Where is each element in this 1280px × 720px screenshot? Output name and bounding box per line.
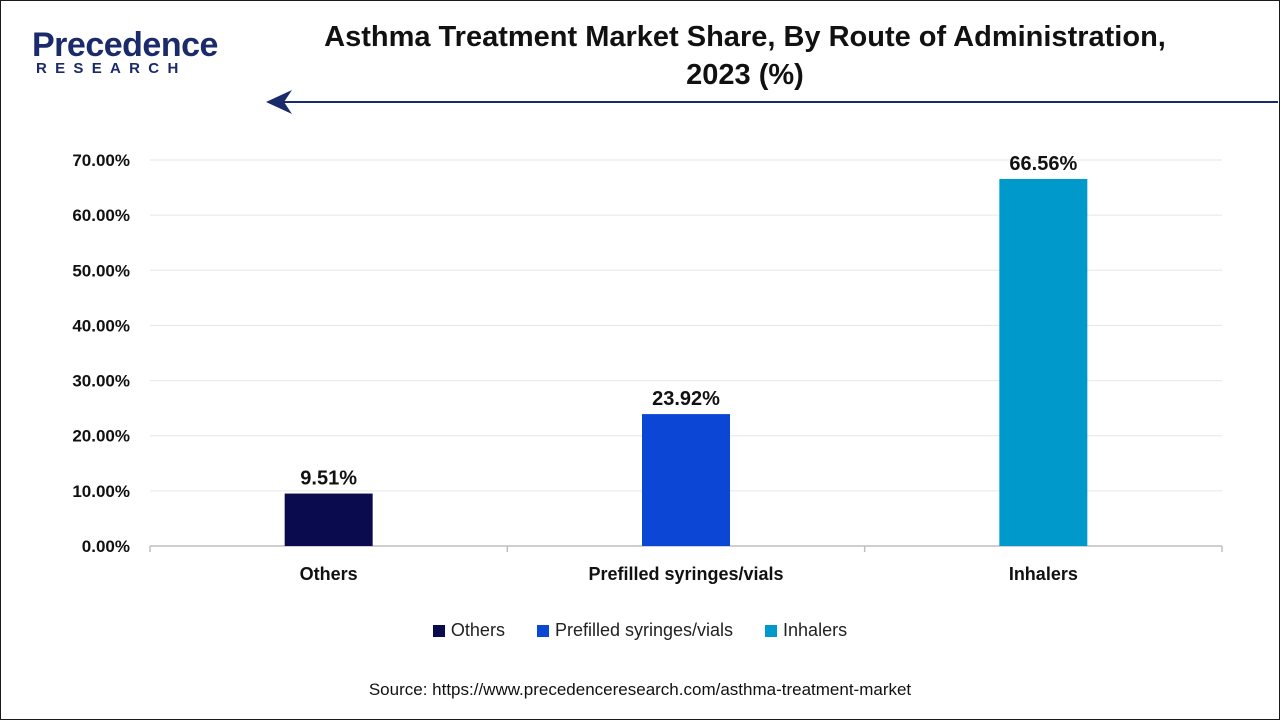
logo-brand-text: Precedence (32, 26, 218, 64)
title-underline-arrow-icon (266, 90, 1278, 114)
x-tick-label: Prefilled syringes/vials (588, 564, 783, 584)
legend-label: Inhalers (783, 620, 848, 640)
x-tick-label: Inhalers (1009, 564, 1078, 584)
chart-title: Asthma Treatment Market Share, By Route … (270, 18, 1220, 94)
y-tick-label: 20.00% (72, 427, 130, 446)
y-tick-label: 10.00% (72, 482, 130, 501)
legend-label: Others (450, 620, 505, 640)
legend-swatch (536, 624, 549, 637)
legend-label: Prefilled syringes/vials (554, 620, 734, 640)
y-tick-label: 60.00% (72, 206, 130, 225)
bar-chart: 0.00% 10.00% 20.00% 30.00% 40.00% 50.00% 60.00… (72, 151, 1223, 584)
bar-2 (999, 178, 1088, 546)
y-tick-label: 40.00% (72, 316, 130, 335)
y-tick-label: 0.00% (82, 537, 130, 556)
data-label: 66.56% (1009, 153, 1077, 175)
chart-legend: Others Prefilled syringes/vials Inhalers (0, 620, 1280, 641)
chart-title-line-2: 2023 (%) (686, 59, 804, 91)
data-label: 9.51% (300, 468, 357, 490)
source-note: Source: https://www.precedenceresearch.c… (368, 680, 912, 699)
bar-1 (642, 414, 730, 546)
legend-item: Prefilled syringes/vials (536, 620, 734, 641)
company-logo: Precedence RESEARCH (30, 22, 230, 82)
bar-0 (284, 493, 373, 546)
y-tick-label: 70.00% (72, 151, 130, 170)
legend-swatch (432, 624, 445, 637)
logo-sub-text: RESEARCH (36, 60, 187, 77)
y-tick-label: 50.00% (72, 261, 130, 280)
data-label: 23.92% (652, 388, 720, 410)
legend-swatch (765, 624, 778, 637)
y-tick-label: 30.00% (72, 372, 130, 391)
legend-item: Others (432, 620, 505, 641)
chart-title-line-1: Asthma Treatment Market Share, By Route … (324, 21, 1166, 53)
legend-item: Inhalers (765, 620, 847, 641)
x-tick-label: Others (300, 564, 358, 584)
